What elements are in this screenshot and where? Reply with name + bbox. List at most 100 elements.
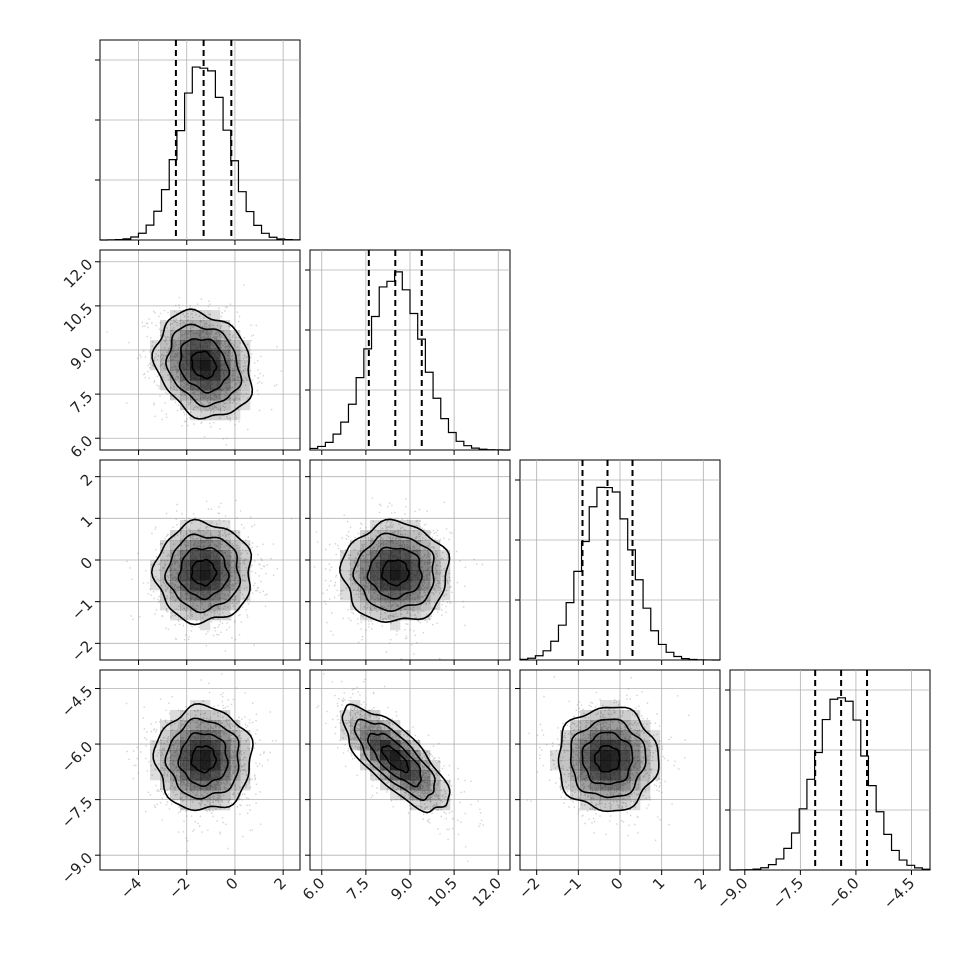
density-cell-3-0-7-7 [170,790,181,801]
density-cell-3-2-8-9 [600,770,611,781]
density-cell-3-2-3-10 [550,760,561,771]
density-cell-1-0-5-9 [150,350,161,361]
density-cell-3-2-4-12 [560,740,571,751]
density-cell-3-2-13-11 [650,750,661,761]
density-cell-1-0-14-7 [240,370,251,381]
density-cell-3-0-13-11 [230,750,241,761]
contour-2-1-0 [380,559,410,587]
density-cell-3-2-6-10 [580,760,591,771]
contour-2-0-2 [164,533,242,614]
x-tick-label-2-4: 2 [691,874,710,893]
density-cell-3-2-7-7 [590,790,601,801]
density-cell-2-0-9-13 [190,520,201,531]
density-cell-2-0-14-8 [240,570,251,581]
density-cell-3-1-12-9 [430,770,441,781]
density-cell-2-1-13-10 [440,550,451,561]
density-cell-3-2-8-6 [600,800,611,811]
density-cell-2-0-12-6 [220,590,231,601]
density-cell-2-0-12-4 [220,610,231,621]
y-tick-label-1-0: 6.0 [67,432,97,462]
density-cell-3-2-11-12 [630,740,641,751]
density-cell-1-0-9-8 [190,360,201,371]
density-cell-2-1-4-6 [350,590,361,601]
density-cell-3-2-9-16 [610,700,621,711]
density-cell-3-2-13-9 [650,770,661,781]
density-cell-2-0-13-8 [230,570,241,581]
density-cell-2-0-6-5 [160,600,171,611]
hist-curve-3 [729,697,931,871]
x-tick-label-1-3: 10.5 [425,874,461,910]
density-cell-1-0-8-6 [180,380,191,391]
density-cell-2-1-9-12 [400,530,411,541]
density-cell-3-0-6-9 [160,770,171,781]
density-cell-1-0-9-9 [190,350,201,361]
contour-3-1-0 [380,744,410,774]
density-cell-2-0-13-6 [230,590,241,601]
density-cell-3-0-10-6 [200,800,211,811]
x-tick-label-1-0: 6.0 [299,874,329,904]
density-cell-3-0-7-13 [170,730,181,741]
density-cell-3-2-9-12 [610,740,621,751]
density-cell-2-1-4-5 [350,600,361,611]
contour-3-2-2 [570,718,647,799]
contour-1-0-3 [151,308,254,420]
density-cell-2-1-7-13 [380,520,391,531]
y-tick-label-1-4: 12.0 [60,255,96,291]
density-cell-3-2-7-15 [590,710,601,721]
density-cell-3-1-12-6 [430,800,441,811]
density-cell-2-1-9-7 [400,580,411,591]
density-cell-2-1-6-12 [370,530,381,541]
y-tick-label-2-0: −2 [68,637,96,665]
density-cell-2-1-8-11 [390,540,401,551]
density-cell-3-2-7-12 [590,740,601,751]
y-tick-label-1-1: 7.5 [67,388,97,418]
density-cell-2-1-9-8 [400,570,411,581]
density-cell-2-1-6-11 [370,540,381,551]
density-cell-2-1-5-10 [360,550,371,561]
density-cell-2-1-4-8 [350,570,361,581]
density-cell-2-1-6-10 [370,550,381,561]
density-cell-3-0-12-13 [220,730,231,741]
density-cell-3-1-8-14 [390,720,401,731]
hist-panel-0 [95,39,301,245]
density-cell-3-2-11-10 [630,760,641,771]
density-cell-1-0-12-6 [220,380,231,391]
density-cell-3-1-5-14 [360,720,371,731]
density-cell-3-0-13-14 [230,720,241,731]
contour-2-0-3 [150,518,253,626]
density-cell-1-0-12-5 [220,390,231,401]
density-cell-2-1-7-8 [380,570,391,581]
contour-1-0-2 [165,323,243,408]
scatter-panel-3-1 [305,669,511,875]
density-cell-2-1-8-13 [390,520,401,531]
density-cell-3-2-9-9 [610,770,621,781]
density-cell-2-1-12-10 [430,550,441,561]
density-cell-1-0-6-11 [160,330,171,341]
density-cell-2-1-11-12 [420,530,431,541]
density-cell-1-0-10-6 [200,380,211,391]
density-cell-2-1-9-11 [400,540,411,551]
density-cell-2-1-11-8 [420,570,431,581]
density-cell-2-0-10-10 [200,550,211,561]
density-cell-2-0-11-4 [210,610,221,621]
density-cell-3-0-11-11 [210,750,221,761]
scatter-panel-1-0 [95,249,301,455]
density-cell-3-1-10-7 [410,790,421,801]
contour-2-1-1 [366,546,423,600]
density-cell-2-1-5-9 [360,560,371,571]
density-cell-3-0-6-8 [160,780,171,791]
y-tick-label-2-3: 1 [77,512,96,531]
density-cell-2-0-8-4 [180,610,191,621]
density-cell-3-2-8-14 [600,720,611,731]
density-cell-3-2-7-10 [590,760,601,771]
density-cell-3-0-9-7 [190,790,201,801]
density-cell-3-2-6-7 [580,790,591,801]
density-cell-1-0-8-10 [180,340,191,351]
density-cell-3-1-9-11 [400,750,411,761]
density-cell-1-0-13-4 [230,400,241,411]
density-cell-3-0-14-10 [240,760,251,771]
density-cell-3-1-12-7 [430,790,441,801]
density-cell-1-0-11-6 [210,380,221,391]
density-cell-3-2-5-12 [570,740,581,751]
density-cell-2-1-3-8 [340,570,351,581]
